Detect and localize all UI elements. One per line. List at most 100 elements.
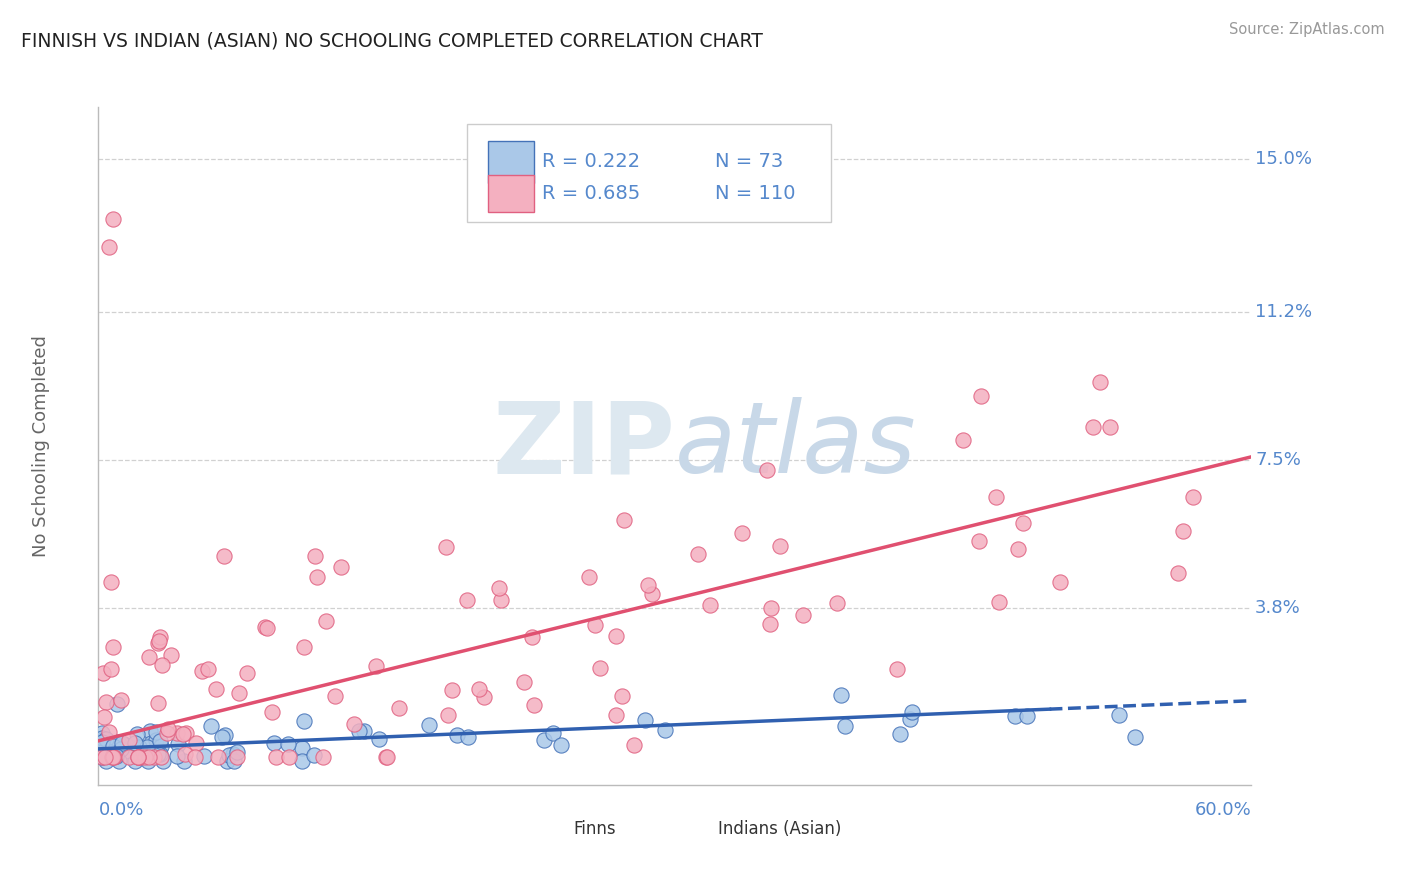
Point (94, 731, 117, 746)
Point (127, 727, 149, 741)
Text: R = 0.222: R = 0.222 (543, 153, 640, 171)
Point (139, 736, 162, 750)
FancyBboxPatch shape (467, 124, 831, 222)
Point (157, 722, 180, 736)
Point (825, 596, 848, 610)
Point (474, 690, 496, 704)
Point (127, 750, 149, 764)
Point (277, 737, 299, 751)
Point (221, 747, 243, 761)
Point (302, 747, 325, 762)
Point (91, 725, 114, 739)
Point (104, 748, 127, 763)
Point (634, 714, 657, 728)
Point (254, 620, 277, 634)
Point (124, 736, 146, 750)
Point (1015, 709, 1038, 723)
Bar (488, 141, 534, 183)
Point (315, 614, 337, 628)
Point (375, 749, 398, 764)
Point (91, 750, 114, 764)
Point (167, 737, 190, 751)
Text: 15.0%: 15.0% (1256, 150, 1312, 169)
Point (1173, 524, 1195, 539)
Point (172, 727, 194, 741)
Point (101, 212, 124, 227)
Point (583, 617, 606, 632)
Bar (488, 175, 534, 212)
Point (108, 754, 131, 768)
Point (1182, 490, 1205, 504)
Point (889, 727, 911, 741)
Point (118, 733, 141, 747)
Point (152, 754, 174, 768)
Point (1123, 730, 1146, 744)
Point (138, 650, 160, 665)
Point (214, 549, 236, 563)
Point (523, 698, 546, 712)
Point (205, 681, 228, 696)
Point (149, 739, 172, 754)
Point (139, 724, 162, 739)
Point (543, 726, 565, 740)
Point (366, 658, 388, 673)
Point (1167, 566, 1189, 580)
Point (686, 547, 709, 561)
Point (148, 630, 170, 644)
Point (967, 534, 990, 549)
Point (886, 662, 908, 676)
Point (367, 732, 389, 747)
Point (91, 733, 114, 747)
Point (138, 750, 160, 764)
Point (93, 710, 115, 724)
Point (262, 706, 284, 720)
Point (353, 724, 375, 739)
Point (156, 725, 179, 739)
Point (520, 630, 543, 644)
Point (190, 664, 212, 678)
Point (654, 723, 676, 738)
Point (305, 570, 328, 584)
Point (173, 754, 195, 768)
Point (146, 635, 169, 649)
Point (184, 750, 207, 764)
Point (605, 629, 627, 643)
Point (292, 714, 315, 728)
Point (100, 662, 122, 676)
Point (792, 607, 814, 622)
Bar (675, 815, 710, 843)
Point (97, 725, 120, 739)
Point (759, 617, 782, 632)
Text: N = 110: N = 110 (716, 185, 796, 203)
Point (110, 742, 132, 756)
Point (174, 726, 197, 740)
Point (952, 433, 974, 447)
Point (1108, 708, 1130, 723)
Point (96, 695, 118, 709)
Point (456, 592, 478, 607)
Text: No Schooling Completed: No Schooling Completed (32, 335, 49, 557)
Point (128, 739, 150, 754)
Text: Indians (Asian): Indians (Asian) (717, 820, 841, 838)
Point (211, 731, 233, 745)
Point (388, 701, 411, 715)
Point (612, 690, 634, 704)
Point (613, 513, 636, 527)
Point (166, 725, 188, 739)
Point (605, 708, 627, 723)
Point (200, 719, 222, 733)
Point (225, 745, 247, 759)
Bar (530, 815, 565, 843)
Point (1049, 574, 1071, 589)
Point (987, 595, 1010, 609)
Point (218, 748, 240, 763)
Point (457, 731, 479, 745)
Point (312, 750, 335, 764)
Point (174, 747, 197, 761)
Point (343, 717, 366, 731)
Point (970, 389, 993, 403)
Point (323, 690, 346, 704)
Point (127, 750, 149, 764)
Point (101, 640, 124, 655)
Point (347, 724, 370, 739)
